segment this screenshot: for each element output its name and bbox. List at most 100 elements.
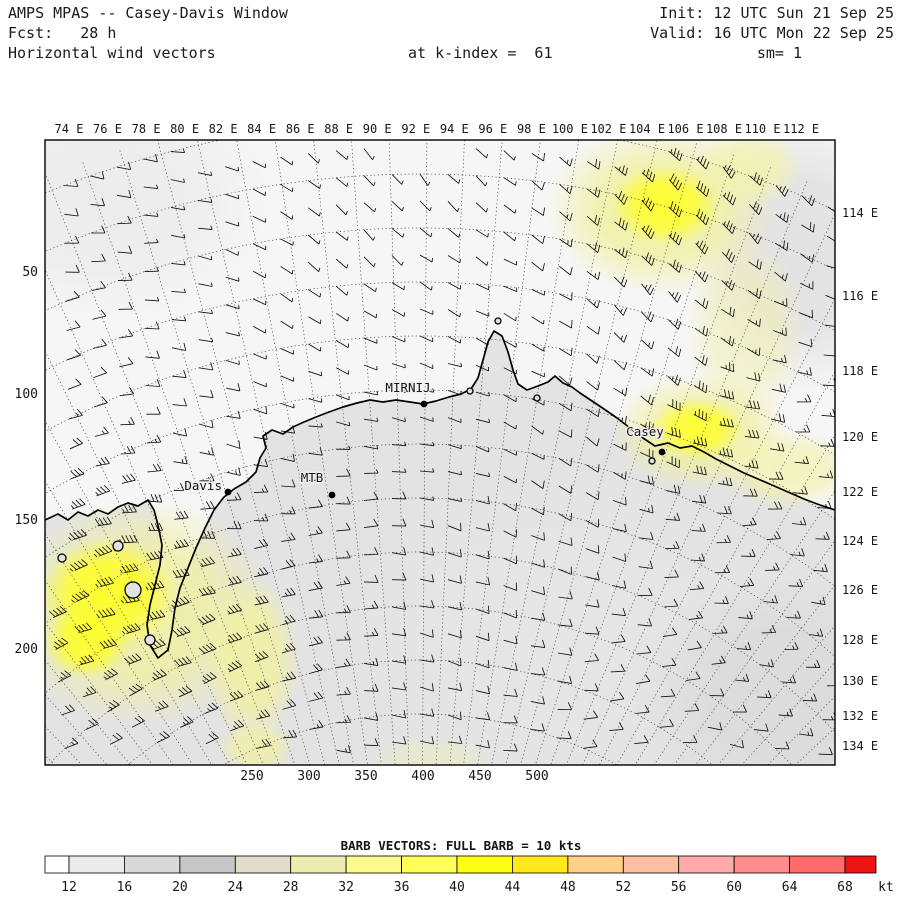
station-label: Davis [184, 478, 222, 493]
top-lon-tick: 104 E [629, 122, 665, 136]
colorbar-tick: 24 [227, 880, 243, 895]
top-lon-tick: 108 E [706, 122, 742, 136]
station-casey: Casey [625, 423, 666, 456]
map-area [45, 140, 835, 765]
smoothing-label: sm= 1 [756, 44, 802, 62]
station-mirnij: MIRNIJ [384, 379, 432, 408]
colorbar-cell [44, 855, 70, 874]
bottom-grid-tick: 500 [525, 769, 548, 784]
colorbar-cell [678, 855, 735, 874]
top-lon-tick: 102 E [590, 122, 626, 136]
colorbar-caption: BARB VECTORS: FULL BARB = 10 kts [341, 838, 582, 853]
init-time: Init: 12 UTC Sun 21 Sep 25 [659, 4, 894, 22]
station-label: MTB [301, 470, 324, 485]
top-lon-tick: 86 E [286, 122, 315, 136]
colorbar-cell [567, 855, 624, 874]
top-lon-tick: 78 E [132, 122, 161, 136]
colorbar-tick: 60 [726, 880, 742, 895]
colorbar-tick: 64 [782, 880, 798, 895]
right-lon-tick: 128 E [842, 633, 878, 647]
top-lon-tick: 82 E [209, 122, 238, 136]
right-lon-tick: 114 E [842, 206, 878, 220]
top-lon-tick: 112 E [783, 122, 819, 136]
right-lon-tick: 126 E [842, 583, 878, 597]
colorbar-tick: 48 [560, 880, 576, 895]
right-lon-tick: 130 E [842, 674, 878, 688]
top-lon-tick: 90 E [363, 122, 392, 136]
coastal-islands [57, 317, 656, 646]
map-border [44, 139, 836, 766]
bottom-grid-tick: 250 [240, 769, 263, 784]
station-dot [224, 488, 232, 496]
right-lon-tick: 116 E [842, 289, 878, 303]
forecast-hour: Fcst: 28 h [8, 24, 117, 42]
top-lon-tick: 88 E [324, 122, 353, 136]
colorbar-cell [401, 855, 458, 874]
colorbar-cell [733, 855, 791, 874]
colorbar-tick: 40 [449, 880, 465, 895]
colorbar-cell [179, 855, 236, 874]
top-lon-tick: 100 E [552, 122, 588, 136]
colorbar-tick: 68 [837, 880, 853, 895]
station-davis: Davis [183, 477, 232, 496]
colorbar-tick: 52 [615, 880, 631, 895]
right-lon-tick: 122 E [842, 485, 878, 499]
station-label: MIRNIJ [385, 380, 430, 395]
top-lon-tick: 76 E [93, 122, 122, 136]
bottom-grid-tick: 300 [297, 769, 320, 784]
left-grid-tick: 200 [15, 642, 38, 657]
colorbar-cell [456, 855, 513, 874]
top-lon-tick: 84 E [247, 122, 276, 136]
left-grid-tick: 100 [15, 387, 38, 402]
level-label: at k-index = 61 [408, 44, 553, 62]
colorbar-cell [345, 855, 402, 874]
colorbar-cell [622, 855, 680, 874]
axis-labels: 74 E 76 E 78 E 80 E 82 E 84 E 86 E 88 E 90 E 92 E… [15, 122, 879, 784]
colorbar-cell [234, 855, 292, 874]
bottom-grid-tick: 400 [411, 769, 434, 784]
station-label: Casey [626, 424, 664, 439]
colorbar-cell [512, 855, 569, 874]
colorbar-tick: 28 [283, 880, 299, 895]
top-lon-tick: 98 E [517, 122, 546, 136]
top-lon-tick: 94 E [440, 122, 469, 136]
colorbar-cell [789, 855, 846, 874]
colorbar-tick: 32 [338, 880, 354, 895]
station-dot [328, 491, 336, 499]
right-lon-tick: 118 E [842, 364, 878, 378]
right-lon-tick: 132 E [842, 709, 878, 723]
top-lon-tick: 92 E [401, 122, 430, 136]
coastline [45, 330, 835, 659]
station-dot [420, 400, 428, 408]
field-name: Horizontal wind vectors [8, 44, 216, 62]
colorbar-tick: 12 [61, 880, 77, 895]
colorbar-cell [124, 855, 181, 874]
colorbar-cell [68, 855, 125, 874]
right-lon-tick: 124 E [842, 534, 878, 548]
colorbar-tick: 16 [117, 880, 133, 895]
colorbar-tick: 20 [172, 880, 188, 895]
colorbar-tick: 56 [671, 880, 687, 895]
station-dot [658, 448, 666, 456]
top-lon-tick: 110 E [744, 122, 780, 136]
model-title: AMPS MPAS -- Casey-Davis Window [8, 4, 288, 22]
colorbar: BARB VECTORS: FULL BARB = 10 kts 12 16 20 24… [44, 838, 894, 895]
right-lon-tick: 134 E [842, 739, 878, 753]
top-lon-tick: 74 E [55, 122, 84, 136]
colorbar-tick: 44 [505, 880, 521, 895]
colorbar-unit: kt [878, 880, 894, 895]
right-lon-tick: 120 E [842, 430, 878, 444]
valid-time: Valid: 16 UTC Mon 22 Sep 25 [650, 24, 894, 42]
colorbar-tick: 36 [394, 880, 410, 895]
wind-barbs [49, 147, 835, 756]
colorbar-cell [290, 855, 347, 874]
left-grid-tick: 150 [15, 513, 38, 528]
colorbar-cell [844, 855, 877, 874]
top-lon-tick: 96 E [478, 122, 507, 136]
left-grid-tick: 50 [22, 265, 38, 280]
top-lon-tick: 80 E [170, 122, 199, 136]
station-mtb: MTB [299, 469, 336, 499]
top-lon-tick: 106 E [667, 122, 703, 136]
